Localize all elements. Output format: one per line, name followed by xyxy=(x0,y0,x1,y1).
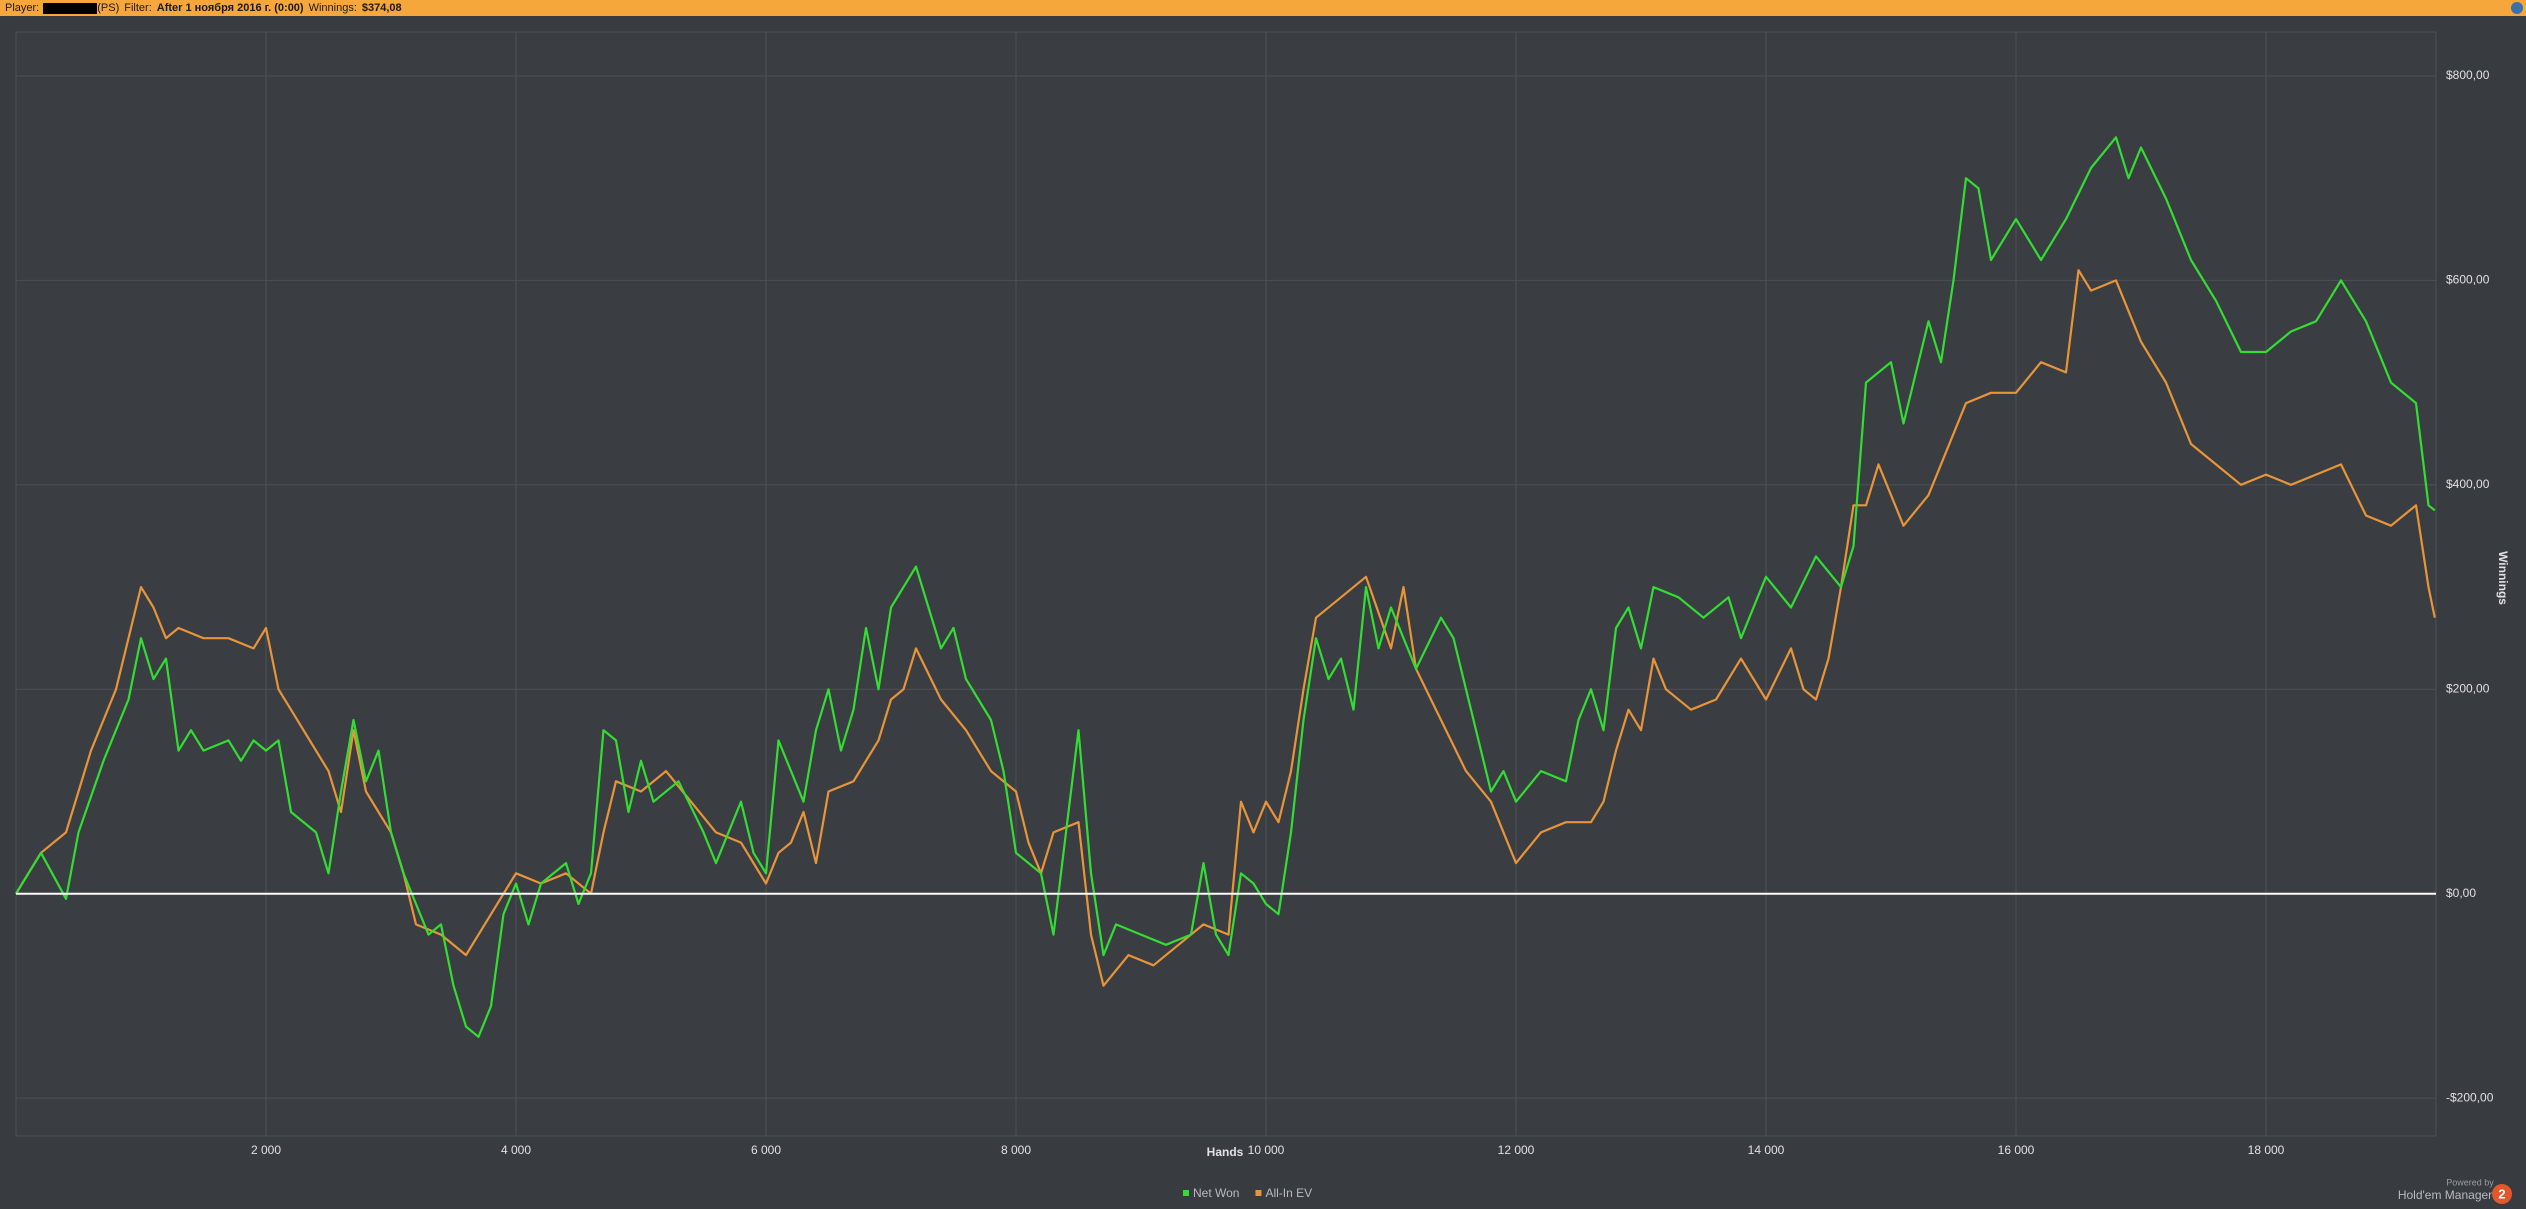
y-tick-label: $400,00 xyxy=(2446,477,2490,491)
x-tick-label: 18 000 xyxy=(2248,1143,2285,1157)
x-tick-label: 16 000 xyxy=(1998,1143,2035,1157)
x-tick-label: 14 000 xyxy=(1748,1143,1785,1157)
filter-label: Filter: xyxy=(124,2,152,14)
series-line xyxy=(15,136,2436,1038)
winnings-value: $374,08 xyxy=(361,2,402,14)
winnings-label: Winnings: xyxy=(308,2,357,14)
chart: Hands Winnings Powered by Hold'em Manage… xyxy=(15,31,2512,1204)
x-tick-label: 10 000 xyxy=(1248,1143,1285,1157)
x-tick-label: 12 000 xyxy=(1498,1143,1535,1157)
y-tick-label: $800,00 xyxy=(2446,68,2490,82)
legend-swatch xyxy=(1183,1190,1189,1196)
filter-value: After 1 ноября 2016 г. (0:00) xyxy=(156,2,304,14)
player-label: Player: xyxy=(5,2,40,14)
legend-label: Net Won xyxy=(1193,1186,1239,1200)
help-icon[interactable] xyxy=(2511,2,2523,14)
logo-badge xyxy=(2492,1184,2512,1204)
x-tick-label: 8 000 xyxy=(1001,1143,1031,1157)
product-name: Hold'em Manager xyxy=(2398,1188,2492,1202)
x-axis-label: Hands xyxy=(1207,1145,1244,1159)
redacted-player xyxy=(43,2,98,14)
powered-by: Powered by xyxy=(2446,1177,2494,1187)
y-tick-label: $0,00 xyxy=(2446,886,2476,900)
filter-bar: Player: (PS) Filter: After 1 ноября 2016… xyxy=(0,0,2526,16)
series-line xyxy=(15,269,2436,987)
y-tick-label: -$200,00 xyxy=(2446,1090,2494,1104)
x-tick-label: 4 000 xyxy=(501,1143,531,1157)
y-tick-label: $600,00 xyxy=(2446,273,2490,287)
product-version: 2 xyxy=(2498,1186,2505,1201)
legend-label: All-In EV xyxy=(1265,1186,1312,1200)
legend-swatch xyxy=(1255,1190,1262,1196)
y-tick-label: $200,00 xyxy=(2446,681,2490,695)
x-tick-label: 2 000 xyxy=(251,1143,281,1157)
plot-area xyxy=(15,31,2437,1137)
x-tick-label: 6 000 xyxy=(751,1143,781,1157)
player-site: (PS) xyxy=(97,2,120,14)
y-axis-label: Winnings xyxy=(2496,551,2510,605)
